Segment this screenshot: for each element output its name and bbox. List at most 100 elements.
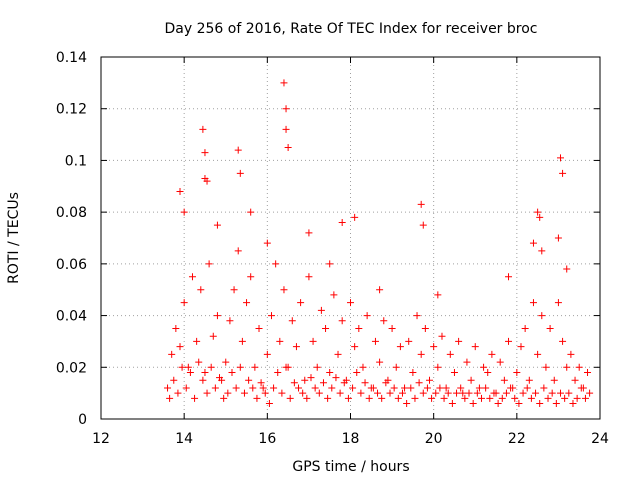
data-point <box>334 350 342 358</box>
data-point <box>428 394 436 402</box>
data-point <box>577 384 585 392</box>
data-point <box>548 389 556 397</box>
data-point <box>519 389 527 397</box>
data-point <box>386 389 394 397</box>
data-point <box>507 384 515 392</box>
data-point <box>270 384 278 392</box>
data-point <box>538 247 546 255</box>
data-point <box>417 350 425 358</box>
data-point <box>184 363 192 371</box>
data-point <box>490 389 498 397</box>
data-point <box>253 394 261 402</box>
x-tick-label: 20 <box>425 431 443 447</box>
data-point <box>261 389 269 397</box>
data-point <box>236 169 244 177</box>
data-point <box>459 389 467 397</box>
grid-layer <box>101 57 600 419</box>
x-tick-labels: 12 14 16 18 20 22 24 <box>92 431 609 447</box>
data-point <box>536 399 544 407</box>
data-point <box>317 306 325 314</box>
data-point <box>315 389 323 397</box>
data-point <box>274 368 282 376</box>
data-point <box>280 79 288 87</box>
data-point <box>482 384 490 392</box>
data-point <box>228 368 236 376</box>
data-point <box>361 379 369 387</box>
data-point <box>236 363 244 371</box>
data-point <box>282 363 290 371</box>
data-point <box>363 312 371 320</box>
data-point <box>257 379 265 387</box>
data-point <box>307 374 315 382</box>
data-point <box>292 343 300 351</box>
data-point <box>186 368 194 376</box>
data-point <box>554 299 562 307</box>
data-point <box>540 384 548 392</box>
data-point <box>584 368 592 376</box>
y-tick-label: 0.12 <box>56 102 87 118</box>
data-point <box>216 374 224 382</box>
data-point <box>532 389 540 397</box>
y-tick-label: 0.1 <box>65 153 87 169</box>
data-point <box>355 325 363 332</box>
data-point <box>338 218 346 226</box>
data-point <box>432 389 440 397</box>
data-point <box>191 394 199 402</box>
data-point <box>475 384 483 392</box>
data-point <box>544 394 552 402</box>
data-point <box>421 325 429 332</box>
x-tick-label: 22 <box>508 431 526 447</box>
data-point <box>500 376 508 384</box>
data-point <box>436 384 444 392</box>
data-point <box>311 384 319 392</box>
data-point <box>313 363 321 371</box>
data-point <box>197 286 205 294</box>
data-point <box>203 389 211 397</box>
data-points <box>164 79 594 407</box>
data-point <box>265 399 273 407</box>
data-point <box>488 350 496 358</box>
data-point <box>326 260 334 268</box>
data-point <box>295 384 303 392</box>
data-point <box>494 399 502 407</box>
data-point <box>338 317 346 325</box>
data-point <box>234 146 242 154</box>
data-point <box>403 399 411 407</box>
data-point <box>538 312 546 320</box>
data-point <box>534 208 542 216</box>
data-point <box>230 286 238 294</box>
data-point <box>180 299 188 307</box>
data-point <box>559 337 567 345</box>
data-point <box>430 343 438 351</box>
x-tick-label: 18 <box>342 431 360 447</box>
data-point <box>305 229 313 237</box>
data-point <box>378 394 386 402</box>
data-point <box>193 337 201 345</box>
data-point <box>288 317 296 325</box>
data-point <box>207 363 215 371</box>
data-point <box>409 368 417 376</box>
data-point <box>284 144 292 151</box>
data-point <box>502 389 510 397</box>
data-point <box>376 286 384 294</box>
data-point <box>550 376 558 384</box>
data-point <box>534 350 542 358</box>
data-point <box>369 384 377 392</box>
data-point <box>511 394 519 402</box>
data-point <box>471 343 479 351</box>
x-axis-label: GPS time / hours <box>292 459 409 475</box>
data-point <box>249 384 257 392</box>
data-point <box>581 394 589 402</box>
data-point <box>301 376 309 384</box>
data-point <box>527 394 535 402</box>
data-point <box>213 221 221 229</box>
data-point <box>305 273 313 281</box>
data-point <box>263 239 271 247</box>
data-point <box>357 389 365 397</box>
data-point <box>240 389 248 397</box>
data-point <box>376 358 384 366</box>
y-axis-label: ROTI / TECUs <box>6 192 22 284</box>
data-point <box>232 384 240 392</box>
data-point <box>438 332 446 340</box>
data-point <box>413 312 421 320</box>
